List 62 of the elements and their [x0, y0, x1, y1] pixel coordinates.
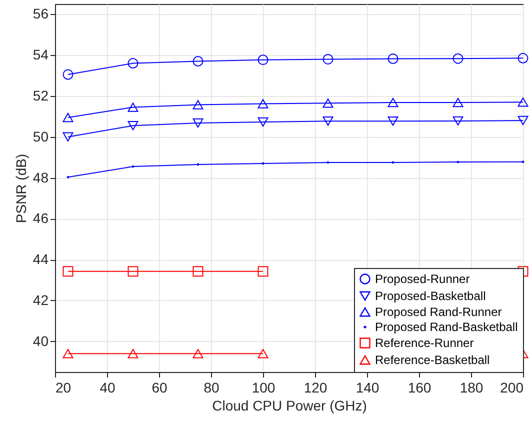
point	[452, 116, 464, 126]
y-tick-label: 46	[32, 210, 49, 226]
x-tick-label: 160	[408, 380, 432, 396]
point	[62, 266, 74, 277]
point	[62, 132, 74, 142]
point	[192, 56, 204, 66]
point	[128, 348, 138, 358]
point	[192, 100, 204, 110]
point	[192, 348, 204, 358]
point	[388, 98, 398, 108]
x-tick-label: 140	[356, 380, 380, 396]
point	[258, 99, 268, 108]
y-axis-title: PSNR (dB)	[12, 154, 29, 224]
legend-label: Proposed Rand-Runner	[375, 305, 502, 319]
point	[62, 69, 74, 80]
point	[452, 98, 464, 108]
line-series	[66, 160, 524, 178]
legend-label: Proposed-Basketball	[375, 289, 486, 303]
legend-label: Reference-Runner	[375, 336, 474, 350]
point	[192, 118, 204, 128]
point	[192, 266, 204, 277]
point	[322, 116, 334, 126]
y-tick-label: 50	[32, 128, 49, 144]
x-tick-label: 120	[304, 380, 328, 396]
x-tick-label: 40	[100, 380, 116, 396]
y-tick-label: 56	[32, 6, 49, 22]
point	[518, 116, 528, 126]
point	[388, 54, 398, 64]
point	[518, 52, 528, 64]
y-tick-label: 40	[32, 332, 49, 349]
point	[62, 112, 74, 122]
point	[522, 160, 524, 164]
point	[388, 116, 398, 126]
x-tick-label: 20	[56, 380, 72, 396]
point	[258, 348, 268, 358]
y-tick-label: 48	[32, 169, 49, 186]
point	[128, 266, 138, 277]
point	[66, 176, 70, 178]
point	[258, 117, 268, 127]
point	[518, 98, 528, 107]
y-tick-label: 44	[32, 251, 49, 268]
point	[452, 53, 464, 64]
point	[62, 348, 74, 358]
x-tick-label: 80	[204, 380, 220, 396]
point	[128, 121, 138, 130]
x-tick-label: 200	[500, 380, 524, 396]
x-tick-label: 60	[152, 380, 168, 396]
legend-label: Proposed Rand-Basketball	[375, 320, 518, 334]
point	[258, 54, 268, 66]
legend-label: Proposed-Runner	[375, 272, 470, 286]
point	[128, 102, 138, 112]
x-tick-label: 100	[252, 380, 276, 396]
x-axis-title: Cloud CPU Power (GHz)	[212, 398, 367, 414]
y-tick-label: 54	[32, 46, 49, 63]
point	[322, 54, 334, 64]
y-tick-label: 52	[32, 88, 49, 104]
y-tick-label: 42	[32, 292, 49, 308]
point	[258, 266, 268, 277]
point	[322, 98, 334, 108]
x-tick-label: 180	[460, 380, 484, 396]
legend-label: Reference-Basketball	[375, 353, 490, 367]
point	[128, 58, 138, 69]
